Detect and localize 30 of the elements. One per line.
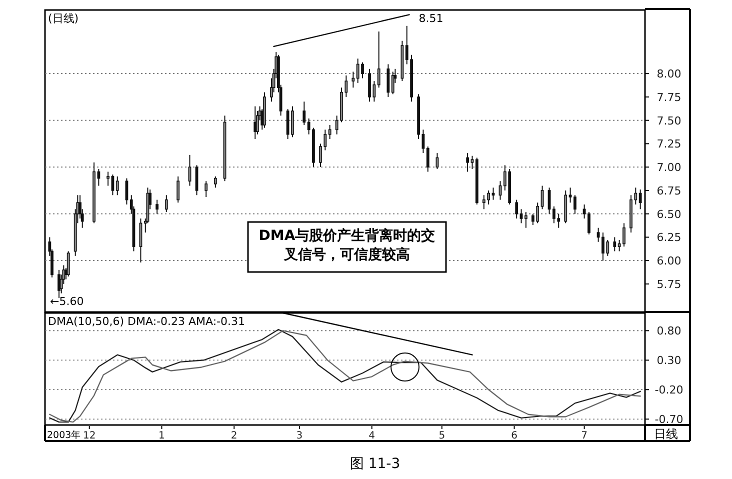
- x-tick-label: 7: [581, 430, 588, 442]
- y-tick-label: -0.70: [654, 413, 684, 426]
- y-tick-label: -0.20: [654, 384, 684, 397]
- x-tick-label: 6: [511, 430, 518, 442]
- x-tick-label: 12: [82, 430, 96, 442]
- annotation: ←5.60: [50, 295, 84, 308]
- y-tick-label: 6.75: [656, 184, 682, 198]
- y-tick-label: 0.30: [656, 354, 682, 368]
- x-tick-label: 5: [438, 430, 446, 442]
- y-tick-label: 7.50: [656, 114, 682, 128]
- text: 2003年: [47, 429, 82, 441]
- x-tick-label: 2: [230, 430, 238, 442]
- x-tick-label: 4: [368, 430, 376, 442]
- caption: 图 11-3: [350, 456, 400, 472]
- y-tick-label: 7.75: [656, 90, 682, 104]
- y-tick-label: 8.00: [656, 68, 682, 81]
- chart-title: DMA(10,50,6) DMA:-0.23 AMA:-0.31: [48, 315, 246, 328]
- annotation: DMA与股价产生背离时的交叉信号，可信度较高: [258, 227, 436, 265]
- y-tick-label: 7.25: [656, 138, 682, 151]
- y-tick-label: 6.00: [656, 254, 682, 268]
- y-tick-label: 7.00: [656, 161, 682, 174]
- y-tick-label: 6.25: [656, 231, 682, 244]
- y-tick-label: 5.75: [656, 278, 682, 291]
- x-tick-label: 3: [296, 430, 303, 442]
- x-tick-label: 1: [158, 430, 165, 442]
- annotation: 8.51: [418, 12, 444, 25]
- y-tick-label: 6.50: [656, 208, 682, 221]
- text: 日线: [654, 427, 678, 441]
- y-tick-label: 0.80: [656, 324, 682, 338]
- chart-title: (日线): [48, 12, 79, 25]
